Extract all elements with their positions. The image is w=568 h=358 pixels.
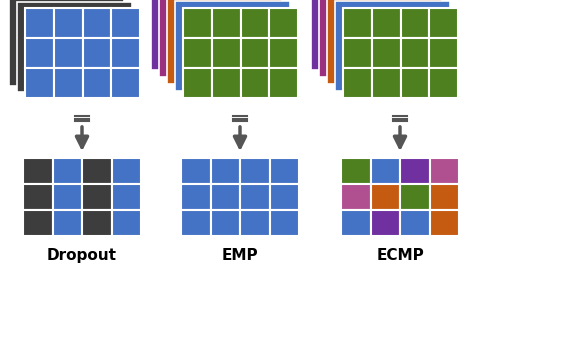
Bar bbox=[183, 8, 298, 98]
Bar bbox=[400, 210, 429, 236]
Bar bbox=[82, 158, 111, 184]
Bar bbox=[23, 158, 52, 184]
Bar bbox=[240, 158, 269, 184]
Bar bbox=[400, 8, 429, 38]
Bar bbox=[25, 8, 54, 38]
Bar bbox=[400, 68, 429, 98]
Text: Dropout: Dropout bbox=[47, 248, 117, 263]
Bar bbox=[82, 184, 111, 210]
Bar bbox=[111, 184, 141, 210]
Bar bbox=[429, 184, 459, 210]
Bar bbox=[269, 38, 298, 68]
Bar bbox=[111, 158, 141, 184]
Bar bbox=[327, 0, 442, 84]
Bar bbox=[181, 158, 211, 184]
Bar bbox=[343, 8, 458, 98]
Bar bbox=[82, 8, 111, 38]
Bar bbox=[343, 8, 371, 38]
Bar bbox=[212, 8, 240, 38]
Bar bbox=[159, 0, 274, 77]
Bar bbox=[371, 8, 400, 38]
Bar bbox=[211, 184, 240, 210]
Bar bbox=[429, 158, 459, 184]
Bar bbox=[9, 0, 124, 86]
Text: EMP: EMP bbox=[222, 248, 258, 263]
Bar bbox=[111, 210, 141, 236]
Bar bbox=[183, 38, 212, 68]
Bar bbox=[269, 210, 299, 236]
Text: ECMP: ECMP bbox=[376, 248, 424, 263]
Bar bbox=[212, 68, 240, 98]
Bar bbox=[151, 0, 266, 70]
Bar bbox=[211, 210, 240, 236]
Bar bbox=[343, 68, 371, 98]
Bar bbox=[341, 158, 370, 184]
Bar bbox=[181, 184, 211, 210]
Bar bbox=[429, 8, 458, 38]
Bar bbox=[370, 184, 400, 210]
Bar bbox=[211, 158, 240, 184]
Bar bbox=[167, 0, 282, 84]
Bar bbox=[343, 38, 371, 68]
Bar bbox=[400, 158, 429, 184]
Bar bbox=[240, 184, 269, 210]
Bar bbox=[311, 0, 426, 70]
Bar bbox=[25, 68, 54, 98]
Bar bbox=[370, 158, 400, 184]
Bar bbox=[82, 210, 111, 236]
Bar bbox=[240, 38, 269, 68]
Bar bbox=[335, 1, 450, 91]
Bar bbox=[370, 210, 400, 236]
Bar bbox=[212, 38, 240, 68]
Bar bbox=[25, 8, 140, 98]
Bar bbox=[181, 210, 211, 236]
Bar bbox=[319, 0, 434, 77]
Bar bbox=[82, 38, 111, 68]
Bar bbox=[183, 8, 212, 38]
Bar bbox=[183, 68, 212, 98]
Bar bbox=[23, 210, 52, 236]
Bar bbox=[17, 2, 132, 92]
Bar bbox=[175, 1, 290, 91]
Bar bbox=[341, 184, 370, 210]
Bar bbox=[82, 68, 111, 98]
Bar bbox=[429, 68, 458, 98]
Bar bbox=[400, 184, 429, 210]
Bar bbox=[52, 210, 82, 236]
Bar bbox=[111, 38, 140, 68]
Bar bbox=[111, 8, 140, 38]
Bar bbox=[269, 8, 298, 38]
Bar bbox=[240, 210, 269, 236]
Bar bbox=[111, 68, 140, 98]
Bar bbox=[54, 68, 82, 98]
Bar bbox=[240, 68, 269, 98]
Bar bbox=[23, 184, 52, 210]
Bar bbox=[341, 210, 370, 236]
Bar bbox=[371, 38, 400, 68]
Bar bbox=[25, 38, 54, 68]
Bar bbox=[429, 38, 458, 68]
Bar bbox=[429, 210, 459, 236]
Bar bbox=[54, 38, 82, 68]
Bar bbox=[269, 68, 298, 98]
Bar bbox=[371, 68, 400, 98]
Bar bbox=[52, 184, 82, 210]
Bar bbox=[54, 8, 82, 38]
Bar bbox=[269, 184, 299, 210]
Bar bbox=[52, 158, 82, 184]
Bar bbox=[400, 38, 429, 68]
Bar bbox=[240, 8, 269, 38]
Bar bbox=[269, 158, 299, 184]
